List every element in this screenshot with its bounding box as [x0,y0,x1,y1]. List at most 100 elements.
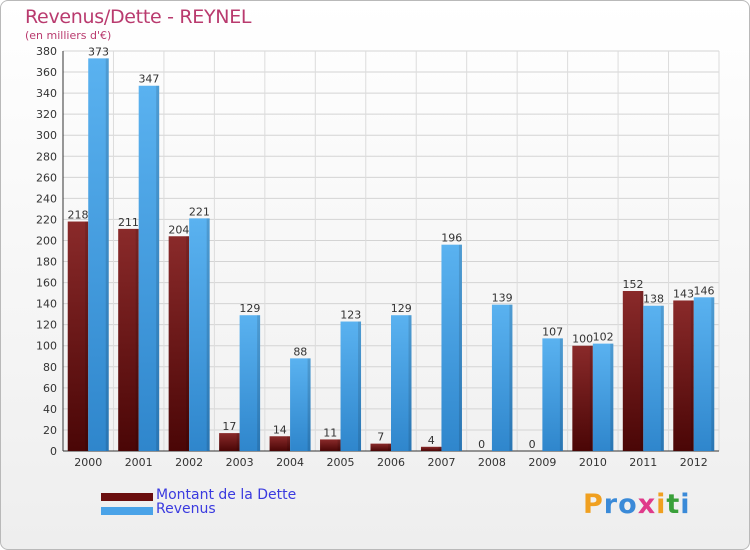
y-tick-label: 260 [36,171,57,184]
bar-shade [438,446,442,451]
y-tick-label: 40 [43,403,57,416]
value-label-dette-2003: 17 [222,420,236,433]
value-label-revenus-2000: 373 [88,45,109,58]
y-tick-label: 220 [36,213,57,226]
y-tick-label: 120 [36,319,57,332]
value-label-dette-2009: 0 [529,438,536,451]
bar-dette-2003 [219,433,240,451]
x-tick-label: 2004 [276,456,304,469]
logo-letter: i [656,489,667,520]
value-label-dette-2002: 204 [168,223,189,236]
bar-dette-2006 [370,443,391,451]
value-label-revenus-2007: 196 [441,232,462,245]
bar-revenus-2003 [239,315,261,451]
bar-revenus-2010 [592,343,614,451]
value-label-dette-2007: 4 [428,434,435,447]
logo-letter: o [618,489,638,520]
bar-shade [105,58,109,452]
value-label-dette-2008: 0 [478,438,485,451]
value-label-revenus-2011: 138 [643,293,664,306]
value-label-revenus-2008: 139 [492,292,513,305]
bar-revenus-2007 [441,244,462,451]
y-tick-label: 60 [43,382,57,395]
bar-dette-2004 [269,436,291,451]
legend-label-revenus: Revenus [156,501,216,517]
bar-shade [660,305,664,451]
y-tick-label: 240 [36,192,57,205]
y-tick-label: 360 [36,66,57,79]
bar-shade [287,436,291,451]
logo-letter: x [637,489,657,520]
logo-letter: r [603,489,619,520]
y-tick-label: 320 [36,108,57,121]
value-label-dette-2005: 11 [323,426,337,439]
value-label-dette-2006: 7 [377,431,384,444]
bar-revenus-2001 [138,85,160,451]
bar-shade [388,443,391,451]
y-tick-label: 300 [36,129,57,142]
x-tick-label: 2001 [125,456,153,469]
bar-shade [610,343,614,451]
bar-shade [257,315,261,451]
bar-shade [458,244,462,451]
chart-subtitle: (en milliers d'€) [25,29,112,42]
bar-shade [337,439,341,451]
chart-title: Revenus/Dette - REYNEL [25,6,252,28]
x-tick-label: 2005 [327,456,355,469]
logo-letter: P [583,489,604,520]
value-label-dette-2004: 14 [273,423,287,436]
y-tick-label: 100 [36,340,57,353]
x-tick-label: 2002 [175,456,203,469]
x-tick-label: 2012 [680,456,708,469]
bar-revenus-2000 [88,58,109,452]
bar-shade [640,291,644,451]
bar-dette-2011 [622,291,644,451]
bar-dette-2000 [67,221,89,451]
bar-revenus-2005 [340,321,362,451]
y-tick-label: 340 [36,87,57,100]
bar-shade [559,338,563,451]
bar-shade [307,358,311,451]
y-tick-label: 140 [36,298,57,311]
y-tick-label: 0 [50,445,57,458]
labels: 0204060801001201401601802002202402602803… [36,45,715,469]
value-label-revenus-2012: 146 [694,284,715,297]
x-tick-label: 2009 [528,456,556,469]
value-label-revenus-2002: 221 [189,205,210,218]
x-tick-label: 2010 [579,456,607,469]
bar-revenus-2006 [391,315,412,451]
y-tick-label: 380 [36,45,57,58]
value-label-revenus-2001: 347 [138,73,159,86]
bar-revenus-2008 [491,304,513,451]
x-tick-label: 2000 [74,456,102,469]
bar-shade [589,345,593,451]
y-tick-label: 160 [36,277,57,290]
x-tick-label: 2011 [629,456,657,469]
legend-swatch-debt [101,493,153,501]
value-label-dette-2001: 211 [118,216,139,229]
value-label-dette-2012: 143 [673,287,694,300]
value-label-revenus-2005: 123 [340,309,361,322]
bar-shade [408,315,412,451]
value-label-revenus-2003: 129 [239,302,260,315]
value-label-dette-2000: 218 [67,209,88,222]
value-label-dette-2011: 152 [623,278,644,291]
bar-dette-2001 [118,228,139,451]
bar-shade [85,221,89,451]
bar-dette-2007 [420,446,442,451]
legend-label-debt: Montant de la Dette [156,487,297,503]
legend-swatch-revenus [101,507,153,515]
bar-shade [711,297,715,451]
bar-dette-2012 [673,300,694,451]
x-tick-label: 2007 [427,456,455,469]
logo-letter: t [666,489,681,520]
value-label-dette-2010: 100 [572,333,593,346]
proxiti-logo: Proxiti [583,489,691,520]
bar-shade [509,304,513,451]
y-tick-label: 180 [36,256,57,269]
x-tick-label: 2008 [478,456,506,469]
bar-revenus-2004 [290,358,311,451]
bar-revenus-2009 [542,338,563,451]
